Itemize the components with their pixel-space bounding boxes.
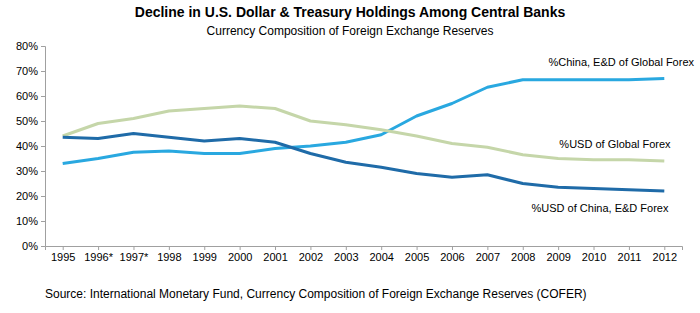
- x-tick: 1995: [51, 246, 75, 263]
- y-tick-mark: [41, 71, 45, 72]
- x-tick: 2010: [582, 246, 606, 263]
- x-tick-label: 1996*: [84, 251, 113, 263]
- x-tick-mark: [346, 246, 347, 250]
- x-tick-label: 2002: [299, 251, 323, 263]
- chart: Decline in U.S. Dollar & Treasury Holdin…: [0, 0, 700, 313]
- y-tick-mark: [41, 246, 45, 247]
- y-tick-label: 0%: [22, 240, 38, 252]
- x-tick-mark: [381, 246, 382, 250]
- x-tick-label: 1997*: [120, 251, 149, 263]
- x-tick-label: 2008: [511, 251, 535, 263]
- x-tick: 2008: [511, 246, 535, 263]
- series-labels: %China, E&D of Global Forex %USD of Globa…: [532, 56, 695, 214]
- y-tick-label: 20%: [16, 190, 38, 202]
- x-tick-mark: [204, 246, 205, 250]
- x-tick: 2005: [405, 246, 429, 263]
- lines: [63, 79, 665, 192]
- y-tick-mark: [41, 146, 45, 147]
- y-tick-label: 10%: [16, 215, 38, 227]
- x-tick-label: 2005: [405, 251, 429, 263]
- x-tick: 1999: [193, 246, 217, 263]
- y-tick: 30%: [16, 165, 45, 177]
- y-tick-mark: [41, 96, 45, 97]
- x-tick-mark: [452, 246, 453, 250]
- x-tick: 2009: [546, 246, 570, 263]
- x-tick-label: 2007: [476, 251, 500, 263]
- y-tick-label: 80%: [16, 40, 38, 52]
- x-tick: 2001: [263, 246, 287, 263]
- x-tick: 2012: [653, 246, 677, 263]
- x-tick-mark: [169, 246, 170, 250]
- x-tick: 2006: [440, 246, 464, 263]
- x-tick-mark: [523, 246, 524, 250]
- y-tick-mark: [41, 121, 45, 122]
- y-tick-mark: [41, 221, 45, 222]
- x-tick: 2002: [299, 246, 323, 263]
- x-axis-line: [46, 247, 683, 251]
- x-tick-label: 2004: [369, 251, 393, 263]
- x-tick-label: 1998: [157, 251, 181, 263]
- subtitle: Currency Composition of Foreign Exchange…: [207, 24, 494, 38]
- x-tick-label: 2006: [440, 251, 464, 263]
- x-tick-mark: [98, 246, 99, 250]
- y-tick-label: 50%: [16, 115, 38, 127]
- x-tick-mark: [417, 246, 418, 250]
- y-tick: 60%: [16, 90, 45, 102]
- x-tick-mark: [664, 246, 665, 250]
- x-tick-label: 2001: [263, 251, 287, 263]
- y-tick: 10%: [16, 215, 45, 227]
- y-tick-mark: [41, 196, 45, 197]
- plot: 0% 10% 20% 30% 40% 50% 60% 70% 80% 1995 1996* 1997*…: [16, 40, 683, 263]
- series-line: [63, 106, 665, 161]
- y-tick: 80%: [16, 40, 45, 52]
- y-tick-label: 70%: [16, 65, 38, 77]
- x-tick-label: 2011: [618, 251, 642, 263]
- y-tick-mark: [41, 171, 45, 172]
- x-tick-label: 2000: [228, 251, 252, 263]
- x-tick: 2003: [334, 246, 358, 263]
- x-tick-mark: [558, 246, 559, 250]
- x-tick-label: 2010: [582, 251, 606, 263]
- x-tick: 2007: [476, 246, 500, 263]
- x-tick-label: 2012: [653, 251, 677, 263]
- x-tick-label: 1995: [51, 251, 75, 263]
- y-tick: 40%: [16, 140, 45, 152]
- x-tick-label: 1999: [193, 251, 217, 263]
- series-label: %USD of China, E&D Forex: [532, 202, 669, 214]
- x-tick-label: 2009: [546, 251, 570, 263]
- x-tick: 2011: [618, 246, 642, 263]
- x-tick-mark: [487, 246, 488, 250]
- x-tick-mark: [629, 246, 630, 250]
- source: Source: International Monetary Fund, Cur…: [45, 287, 587, 301]
- x-tick: 2000: [228, 246, 252, 263]
- x-axis: 1995 1996* 1997* 1998 1999 2000 2001 2002 2003 20…: [46, 246, 683, 263]
- x-tick: 1997*: [120, 246, 149, 263]
- y-tick-label: 40%: [16, 140, 38, 152]
- series-line: [63, 79, 665, 164]
- x-tick-mark: [63, 246, 64, 250]
- x-tick-mark: [310, 246, 311, 250]
- series-label: %USD of Global Forex: [559, 138, 671, 150]
- y-tick: 50%: [16, 115, 45, 127]
- title: Decline in U.S. Dollar & Treasury Holdin…: [135, 4, 566, 20]
- x-tick-mark: [240, 246, 241, 250]
- y-tick: 20%: [16, 190, 45, 202]
- y-tick-label: 30%: [16, 165, 38, 177]
- x-tick: 1996*: [84, 246, 113, 263]
- y-axis-line: [41, 47, 46, 247]
- x-tick-mark: [275, 246, 276, 250]
- y-tick: 0%: [22, 240, 45, 252]
- x-tick-label: 2003: [334, 251, 358, 263]
- y-axis: 0% 10% 20% 30% 40% 50% 60% 70% 80%: [16, 40, 46, 252]
- y-tick-mark: [41, 46, 45, 47]
- series-label: %China, E&D of Global Forex: [548, 56, 694, 68]
- x-tick-mark: [594, 246, 595, 250]
- y-tick: 70%: [16, 65, 45, 77]
- x-tick-mark: [133, 246, 134, 250]
- x-tick: 1998: [157, 246, 181, 263]
- y-tick-label: 60%: [16, 90, 38, 102]
- x-tick: 2004: [369, 246, 393, 263]
